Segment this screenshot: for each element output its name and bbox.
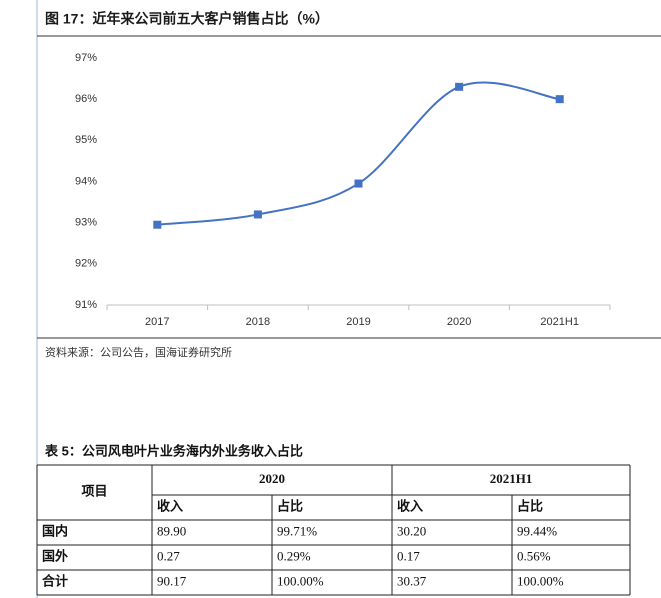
table-cell: 0.29%: [277, 548, 311, 563]
table-cell: 30.20: [397, 523, 426, 538]
source-note: 资料来源：公司公告，国海证券研究所: [45, 345, 232, 359]
marker: [555, 95, 564, 104]
marker: [153, 220, 162, 229]
table-cell: 30.37: [397, 573, 427, 588]
table-cell: 国外: [42, 548, 68, 563]
table-cell: 占比: [517, 498, 543, 513]
table-cell: 100.00%: [277, 573, 324, 588]
table-cell: 收入: [157, 498, 183, 513]
y-tick-label: 92%: [75, 258, 97, 270]
y-tick-label: 96%: [75, 93, 97, 105]
figure-title: 图 17：近年来公司前五大客户销售占比（%）: [45, 11, 329, 27]
table-cell: 2020: [259, 471, 285, 486]
chart: 91% 92% 93% 94% 95% 96% 97% 2017 2018 2019 2020 202…: [75, 52, 611, 328]
table-title: 表 5：公司风电叶片业务海内外业务收入占比: [44, 443, 303, 458]
table-cell: 0.27: [157, 548, 180, 563]
table-cell: 99.44%: [517, 523, 557, 538]
table-cell: 2021H1: [490, 471, 533, 486]
y-tick-label: 91%: [75, 299, 97, 311]
line: [157, 81, 560, 226]
table-cell: 合计: [42, 573, 68, 588]
table-cell: 收入: [397, 498, 423, 513]
table-cell: 0.56%: [517, 548, 551, 563]
y-tick-label: 93%: [75, 217, 97, 229]
marker: [253, 210, 262, 219]
x-tick-label: 2019: [346, 316, 370, 328]
marker: [354, 179, 363, 188]
x-tick-label: 2021H1: [540, 316, 579, 328]
x-tick-label: 2017: [145, 316, 169, 328]
x-tick-label: 2020: [447, 316, 471, 328]
table-cell: 项目: [81, 483, 107, 498]
marker: [455, 82, 464, 91]
y-tick-label: 94%: [75, 175, 97, 187]
table-cell: 100.00%: [517, 573, 564, 588]
table-cell: 99.71%: [277, 523, 317, 538]
table-cell: 89.90: [157, 523, 186, 538]
y-tick-label: 97%: [75, 52, 97, 64]
table-cell: 国内: [42, 523, 68, 538]
y-tick-label: 95%: [75, 134, 97, 146]
table-cell: 占比: [277, 498, 303, 513]
table-cell: 0.17: [397, 548, 420, 563]
x-tick-label: 2018: [246, 316, 270, 328]
table-cell: 90.17: [157, 573, 187, 588]
